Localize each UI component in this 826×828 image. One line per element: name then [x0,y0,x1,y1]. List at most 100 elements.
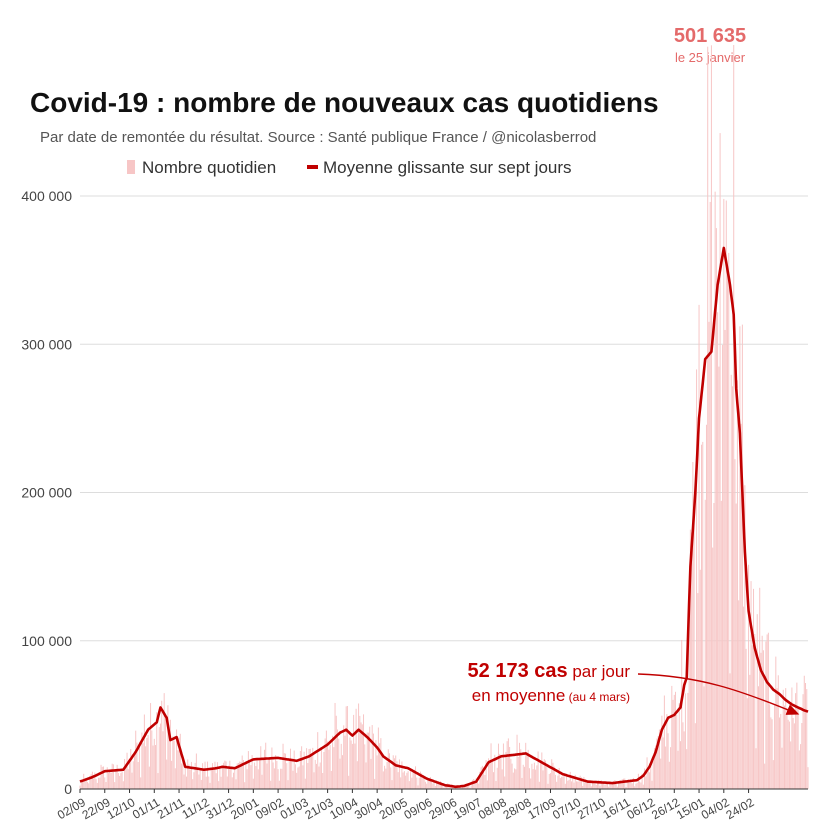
daily-bar [220,776,222,789]
daily-bar [624,778,626,789]
daily-bar [686,749,688,789]
daily-bar [100,764,102,789]
daily-bar [370,758,372,789]
daily-bar [330,770,332,789]
daily-bar [439,781,441,789]
daily-bar [234,767,236,789]
daily-bar [734,459,736,789]
daily-bar [221,766,223,789]
daily-bar [582,785,584,789]
daily-bar [615,782,617,789]
daily-bar [150,703,152,789]
daily-bar [665,746,667,789]
daily-bar [718,366,720,789]
daily-bar [167,705,169,789]
daily-bar [95,779,97,789]
daily-bar [462,786,464,789]
daily-bar [798,750,800,789]
daily-bar [272,762,274,789]
daily-bar [561,776,563,789]
daily-bar [286,763,288,789]
daily-bar [340,743,342,789]
daily-bar [307,762,309,789]
moving-average-line [79,246,809,789]
daily-bar [166,759,168,789]
daily-bar [337,729,339,789]
latest-annotation: 52 173 cas par jour en moyenne (au 4 mar… [468,660,800,715]
daily-bar [646,757,648,789]
daily-bar [601,783,603,789]
daily-bar [406,772,408,789]
daily-bar [792,718,794,789]
daily-bar [467,784,469,789]
daily-bar [348,775,350,789]
daily-bar [585,783,587,789]
daily-bar [280,768,282,789]
daily-bar [90,774,92,789]
daily-bar [183,774,185,789]
daily-bar [526,751,528,789]
daily-bar [164,717,166,789]
daily-bar [600,780,602,789]
daily-bar [133,752,135,789]
daily-bar [428,778,430,789]
daily-bar [168,726,170,789]
daily-bar [393,758,395,789]
daily-bar [614,780,616,789]
daily-bar [268,758,270,789]
chart-subtitle: Par date de remontée du résultat. Source… [40,129,596,146]
daily-bar [557,775,559,789]
daily-bar [445,784,447,789]
daily-bar [297,767,299,789]
daily-bar [712,547,714,789]
daily-bar [306,748,308,789]
daily-bar [136,742,138,789]
daily-bar [230,767,232,789]
daily-bar [192,779,194,789]
daily-bar [671,685,673,789]
daily-bar [694,723,696,789]
daily-bar [745,648,747,789]
daily-bar [158,727,160,789]
daily-bar [636,782,638,789]
daily-bar [294,764,296,789]
daily-bar [147,735,149,789]
daily-bar [651,780,653,789]
daily-bar [714,191,716,789]
legend: Nombre quotidien Moyenne glissante sur s… [127,158,572,177]
daily-bar [296,772,298,789]
y-tick-label: 300 000 [21,336,72,352]
daily-bar [412,770,414,789]
daily-bar [562,776,564,789]
daily-bar [724,329,726,789]
daily-bar [152,745,154,789]
daily-bar [683,731,685,789]
daily-bar [214,761,216,789]
daily-bar [81,779,83,789]
daily-bar [398,759,400,789]
daily-bar [172,736,174,789]
daily-bar [603,781,605,789]
daily-bar [769,704,771,789]
daily-bar [704,499,706,789]
daily-bar [403,771,405,789]
daily-bar [807,767,809,789]
daily-bar [411,777,413,789]
daily-bar [505,751,507,789]
daily-bar [120,773,122,789]
daily-bar [344,735,346,789]
daily-bar [504,776,506,789]
daily-bar [806,689,808,789]
daily-bar [110,772,112,789]
daily-bar [250,765,252,789]
daily-bar [129,762,131,789]
daily-bar [343,725,345,789]
daily-bar [490,743,492,789]
daily-bar [197,768,199,789]
daily-bar [532,769,534,789]
daily-bar [670,747,672,789]
daily-bar [407,771,409,789]
daily-bar [84,778,86,789]
daily-bar [571,781,573,789]
daily-bar [263,749,265,789]
